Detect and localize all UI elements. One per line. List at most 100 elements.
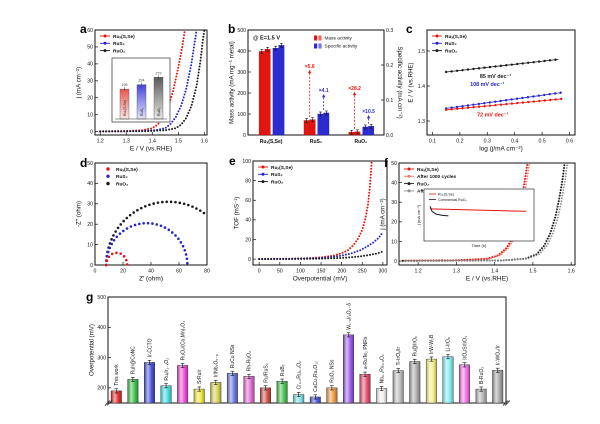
bar-label: RuCu NSs (230, 344, 236, 368)
series-point (174, 115, 177, 118)
series-point (523, 183, 526, 186)
y-tick-label: 1.3 (418, 119, 425, 125)
legend-marker (106, 181, 110, 186)
series-point (169, 123, 172, 126)
series-point (526, 96, 530, 99)
series-point (183, 119, 186, 122)
series-point (494, 103, 497, 107)
legend-marker (261, 180, 265, 184)
series-point (191, 58, 194, 61)
series-point (288, 257, 291, 260)
series-point (273, 258, 276, 261)
axis-break (502, 400, 509, 406)
series-point (173, 84, 176, 87)
y-tick-label: 40 (245, 218, 251, 224)
panel-f-chart: 1.2 1.3 1.4 1.5 1.6 0 10 20 30 40 50 E / V (vs.RHE)… (380, 161, 576, 283)
series-point (110, 242, 114, 246)
series-point (370, 161, 373, 164)
y-tick-label: 10 (391, 239, 397, 245)
legend-marker (435, 34, 439, 38)
series-point (365, 209, 368, 212)
series-point (410, 259, 412, 262)
overpotential-bar (392, 370, 404, 404)
series-point (556, 205, 559, 208)
plot-frame (398, 162, 576, 266)
series-point (372, 241, 375, 244)
series-point (482, 258, 485, 260)
series-point (179, 54, 182, 57)
series-point (183, 31, 186, 34)
legend-label: RuS₂ (271, 172, 283, 178)
series-point (159, 224, 163, 228)
series-point (186, 81, 189, 84)
series-point (560, 183, 563, 186)
annotation: 72 mV dec⁻¹ (477, 112, 509, 118)
series-point (183, 34, 186, 37)
overpotential-bar (459, 364, 470, 404)
series-point (276, 258, 279, 261)
inset-x-label: Time (h) (472, 243, 487, 248)
series-point (559, 203, 562, 205)
mass-activity-bar (264, 49, 271, 136)
series-point (544, 242, 547, 245)
plot-frame (94, 29, 208, 136)
y-tick-label: 300 (237, 70, 246, 76)
series-point (539, 249, 542, 252)
series-point (159, 129, 162, 132)
series-point (472, 67, 475, 71)
bar-label: SrRuIr (197, 369, 203, 384)
series-point (171, 120, 174, 123)
series-point (198, 68, 201, 71)
series-point (542, 245, 545, 248)
y-tick-label: 1.5 (418, 49, 425, 55)
series-point (201, 38, 204, 41)
series-point (359, 232, 362, 235)
series-point (543, 247, 546, 250)
series-point (541, 249, 544, 252)
inset-bar-label: Ruₓ(S,Se) (123, 100, 127, 116)
series-point (115, 251, 118, 255)
series-point (350, 252, 353, 255)
series-point (336, 255, 339, 258)
series-point (559, 91, 562, 94)
y-tick-label: 0 (243, 133, 246, 139)
x-tick-label: 1.4 (149, 139, 156, 145)
y-tick-label: 60 (87, 28, 93, 34)
series-point (488, 104, 492, 107)
series-point (497, 259, 499, 262)
series-point (181, 122, 184, 125)
series-point (537, 251, 540, 254)
series-point (368, 253, 371, 256)
y-tick-label: 0 (248, 257, 251, 263)
series-point (201, 41, 204, 44)
series-point (562, 189, 565, 192)
series-point (490, 257, 493, 259)
series-point (549, 237, 552, 240)
series-point (540, 247, 543, 250)
legend-marker (103, 41, 107, 45)
inset-y-label: j (mA cm⁻²) (416, 204, 421, 226)
panel-d-label: d (80, 156, 88, 170)
fold-annotation: ×10.5 (362, 109, 375, 115)
series-point (563, 167, 566, 170)
bar-label: Ir-CCTO (147, 338, 153, 357)
series-point (167, 124, 170, 127)
y-tick-label: 10 (87, 242, 93, 248)
series-point (115, 235, 119, 239)
series-point (532, 100, 535, 103)
legend-label: RuS₂ (116, 174, 128, 180)
series-point (189, 67, 192, 70)
series-point (195, 207, 198, 210)
series-point (347, 252, 350, 255)
overpotential-bar (243, 376, 255, 404)
series-point (112, 238, 116, 242)
series-point (498, 253, 501, 256)
series-point (190, 61, 193, 64)
overpotential-bar (425, 358, 437, 404)
series-point (463, 259, 466, 262)
bar-label: IrOₓ/SrIrO₃ (462, 336, 468, 360)
series-point (524, 172, 527, 175)
series-point (494, 65, 497, 68)
series-point (178, 60, 181, 63)
series-point (532, 95, 535, 98)
